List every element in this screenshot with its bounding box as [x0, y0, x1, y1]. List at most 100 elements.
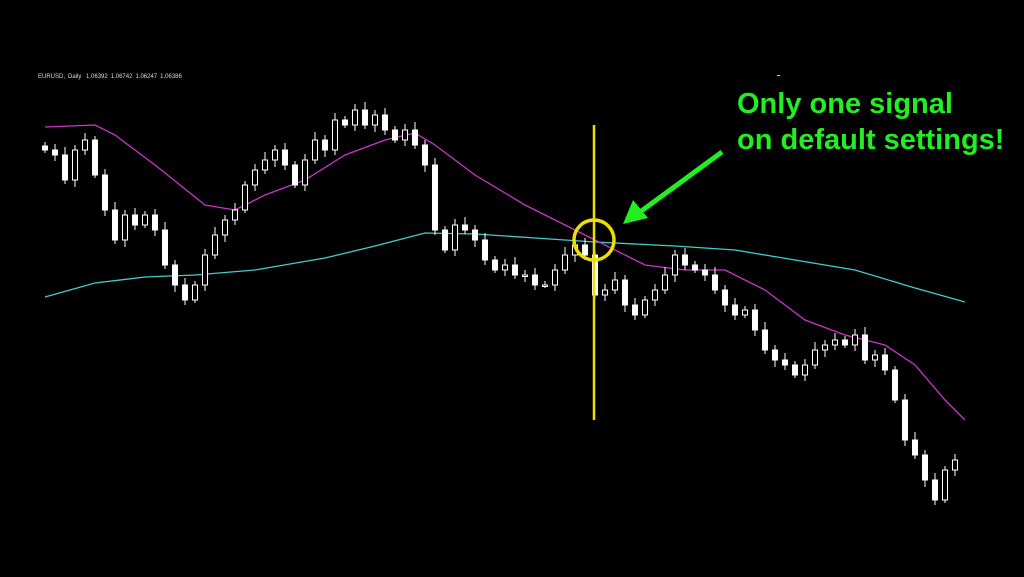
candle-body: [332, 119, 338, 151]
candle-body: [122, 214, 128, 241]
candle-body: [262, 159, 268, 171]
candle-body: [192, 284, 198, 301]
fast-moving-average-line: [44, 124, 966, 421]
ohlc-low: 1.06247: [135, 74, 158, 80]
annotation-line-2: on default settings!: [737, 124, 1005, 156]
timeframe-label: Daily: [68, 74, 82, 80]
candle-body: [402, 129, 408, 141]
candle-body: [632, 304, 638, 316]
candle-body: [732, 304, 738, 316]
candle-body: [782, 359, 788, 366]
candle-body: [72, 149, 78, 181]
candle-body: [102, 174, 108, 211]
candle-body: [622, 279, 628, 306]
candle-body: [382, 114, 388, 131]
candle-body: [442, 229, 448, 251]
candle-body: [352, 109, 358, 126]
candle-body: [952, 459, 958, 471]
candle-body: [682, 254, 688, 266]
candle-body: [142, 214, 148, 226]
candle-body: [312, 139, 318, 161]
candle-body: [342, 119, 348, 126]
candle-body: [202, 254, 208, 286]
candle-body: [82, 139, 88, 151]
candle-body: [292, 164, 298, 186]
arrow-head-icon: [623, 200, 648, 224]
candle-body: [42, 145, 48, 151]
candle-body: [172, 264, 178, 286]
signal-circle-marker: [572, 218, 616, 262]
candle-body: [362, 109, 368, 126]
candle-body: [392, 129, 398, 141]
candle-body: [652, 289, 658, 301]
candle-body: [902, 399, 908, 441]
candle-body: [762, 329, 768, 351]
candle-body: [562, 254, 568, 271]
candle-body: [52, 149, 58, 156]
arrow-shaft: [638, 149, 724, 215]
candle-body: [932, 479, 938, 501]
candle-body: [222, 219, 228, 236]
candle-body: [752, 309, 758, 331]
candle-body: [722, 289, 728, 306]
candle-body: [692, 264, 698, 271]
ohlc-open: 1.06392: [86, 74, 108, 80]
candle-body: [712, 274, 718, 291]
candle-body: [882, 354, 888, 371]
candle-body: [702, 269, 708, 276]
candle-body: [482, 239, 488, 261]
candle-body: [472, 229, 478, 241]
annotation-line-1: Only one signal: [737, 88, 953, 120]
candle-body: [422, 144, 428, 166]
candle-body: [802, 364, 808, 376]
candle-body: [282, 149, 288, 166]
candle-body: [492, 259, 498, 271]
candle-body: [552, 269, 558, 286]
candle-body: [922, 454, 928, 481]
candle-body: [112, 209, 118, 241]
candle-body: [532, 274, 538, 286]
candle-body: [612, 279, 618, 291]
annotation-text: Only one signal on default settings!: [737, 86, 1004, 158]
candle-body: [252, 169, 258, 186]
ohlc-close: 1.06386: [160, 74, 182, 80]
candle-body: [462, 224, 468, 231]
candle-body: [812, 349, 818, 366]
candle-body: [412, 129, 418, 146]
candle-body: [862, 334, 868, 361]
candle-body: [872, 354, 878, 361]
candle-body: [852, 334, 858, 346]
candle-body: [212, 234, 218, 256]
candle-body: [452, 224, 458, 251]
candle-body: [522, 274, 528, 277]
candle-body: [662, 274, 668, 291]
candle-body: [152, 214, 158, 231]
candle-body: [892, 369, 898, 401]
candle-body: [822, 344, 828, 351]
candle-body: [672, 254, 678, 276]
candle-body: [132, 214, 138, 226]
candle-body: [792, 364, 798, 376]
candle-body: [542, 284, 548, 287]
candle-body: [62, 154, 68, 181]
candle-body: [742, 309, 748, 316]
candle-body: [842, 339, 848, 346]
candle-body: [92, 139, 98, 176]
candle-body: [272, 149, 278, 161]
chart-marker-dash: [777, 75, 780, 76]
candle-body: [162, 229, 168, 266]
candle-body: [432, 164, 438, 231]
candle-body: [372, 114, 378, 126]
ohlc-high: 1.06742: [110, 74, 133, 80]
candle-body: [582, 244, 588, 256]
candle-body: [232, 209, 238, 221]
candle-body: [512, 264, 518, 276]
candle-body: [242, 184, 248, 211]
candle-body: [642, 299, 648, 316]
chart-header: EURUSD, Daily 1.06392 1.06742 1.06247 1.0638…: [38, 74, 185, 80]
candle-body: [182, 284, 188, 301]
candle-body: [912, 439, 918, 456]
candle-body: [772, 349, 778, 361]
candle-body: [502, 264, 508, 271]
